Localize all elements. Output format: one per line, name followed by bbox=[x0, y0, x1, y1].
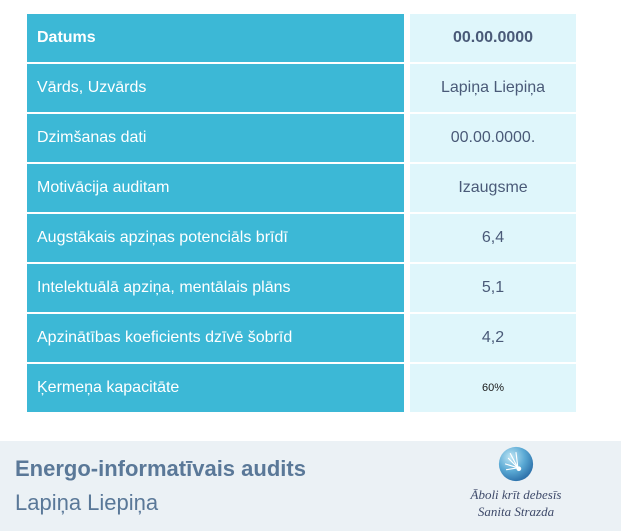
row-label: Motivācija auditam bbox=[27, 164, 404, 212]
blue-sphere-star-icon bbox=[498, 446, 534, 482]
table-row-awareness: Apzinātības koeficients dzīvē šobrīd 4,2 bbox=[27, 314, 576, 362]
table-row-date: Datums 00.00.0000 bbox=[27, 14, 576, 62]
table-row-motivation: Motivācija auditam Izaugsme bbox=[27, 164, 576, 212]
brand-logo-block: Āboli krīt debesīs Sanita Strazda bbox=[446, 445, 586, 520]
row-value: 00.00.0000. bbox=[410, 114, 576, 162]
brand-line-2: Sanita Strazda bbox=[477, 504, 555, 519]
footer-person-name: Lapiņa Liepiņa bbox=[15, 490, 159, 515]
row-label: Datums bbox=[27, 14, 404, 62]
row-value: 60% bbox=[410, 364, 576, 412]
table-row-highest-potential: Augstākais apziņas potenciāls brīdī 6,4 bbox=[27, 214, 576, 262]
table-row-body-capacity: Ķermeņa kapacitāte 60% bbox=[27, 364, 576, 412]
table-row-intellectual: Intelektuālā apziņa, mentālais plāns 5,1 bbox=[27, 264, 576, 312]
table-row-name: Vārds, Uzvārds Lapiņa Liepiņa bbox=[27, 64, 576, 112]
brand-line-1: Āboli krīt debesīs bbox=[470, 487, 562, 502]
table-row-birth-data: Dzimšanas dati 00.00.0000. bbox=[27, 114, 576, 162]
row-value: 6,4 bbox=[410, 214, 576, 262]
row-label: Vārds, Uzvārds bbox=[27, 64, 404, 112]
row-value: 00.00.0000 bbox=[410, 14, 576, 62]
row-label: Dzimšanas dati bbox=[27, 114, 404, 162]
row-label: Ķermeņa kapacitāte bbox=[27, 364, 404, 412]
footer-banner: Energo-informatīvais audits Lapiņa Liepi… bbox=[0, 441, 621, 531]
row-label: Augstākais apziņas potenciāls brīdī bbox=[27, 214, 404, 262]
row-label: Intelektuālā apziņa, mentālais plāns bbox=[27, 264, 404, 312]
row-value: Izaugsme bbox=[410, 164, 576, 212]
row-label: Apzinātības koeficients dzīvē šobrīd bbox=[27, 314, 404, 362]
footer-title: Energo-informatīvais audits bbox=[15, 456, 306, 481]
row-value: 4,2 bbox=[410, 314, 576, 362]
row-value: Lapiņa Liepiņa bbox=[410, 64, 576, 112]
row-value: 5,1 bbox=[410, 264, 576, 312]
audit-table: Datums 00.00.0000 Vārds, Uzvārds Lapiņa … bbox=[27, 14, 576, 414]
